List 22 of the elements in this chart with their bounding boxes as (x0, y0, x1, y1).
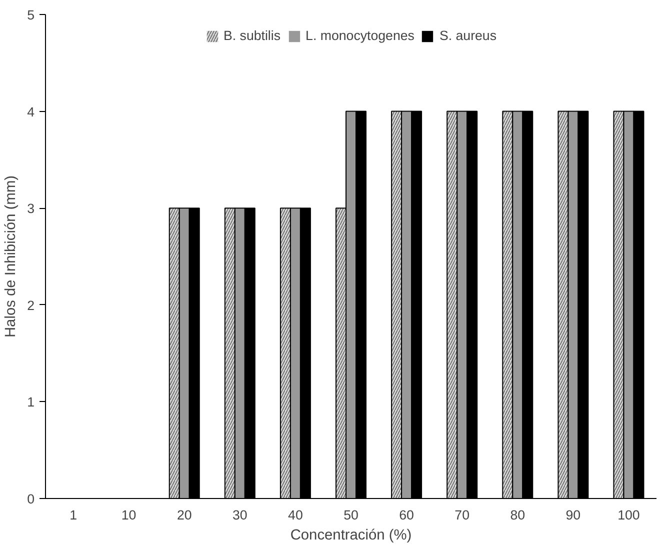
y-tick-label: 1 (27, 394, 35, 410)
y-tick-label: 2 (27, 298, 35, 313)
x-tick-label: 1 (70, 508, 77, 522)
y-tick-label: 4 (27, 104, 36, 120)
x-tick-label: 80 (510, 508, 526, 522)
x-tick-label: 20 (176, 508, 192, 522)
x-tick-label: 10 (121, 508, 136, 522)
x-tick-label: 90 (566, 508, 581, 522)
x-axis-title: Concentración (%) (290, 528, 412, 544)
legend-label: S. aureus (439, 28, 497, 43)
x-tick-label: 30 (232, 508, 248, 522)
x-tick-label: 100 (618, 508, 640, 522)
x-tick-label: 70 (454, 508, 470, 522)
legend-label: B. subtilis (223, 28, 281, 43)
y-tick-label: 0 (27, 492, 35, 506)
x-tick-label: 50 (344, 508, 358, 522)
legend-label: L. monocytogenes (306, 28, 414, 43)
y-tick-label: 5 (27, 8, 35, 22)
y-axis-title: Halos de Inhibición (mm) (3, 175, 20, 338)
x-tick-label: 60 (399, 508, 414, 522)
y-tick-label: 3 (27, 201, 35, 216)
x-tick-label: 40 (288, 508, 303, 522)
